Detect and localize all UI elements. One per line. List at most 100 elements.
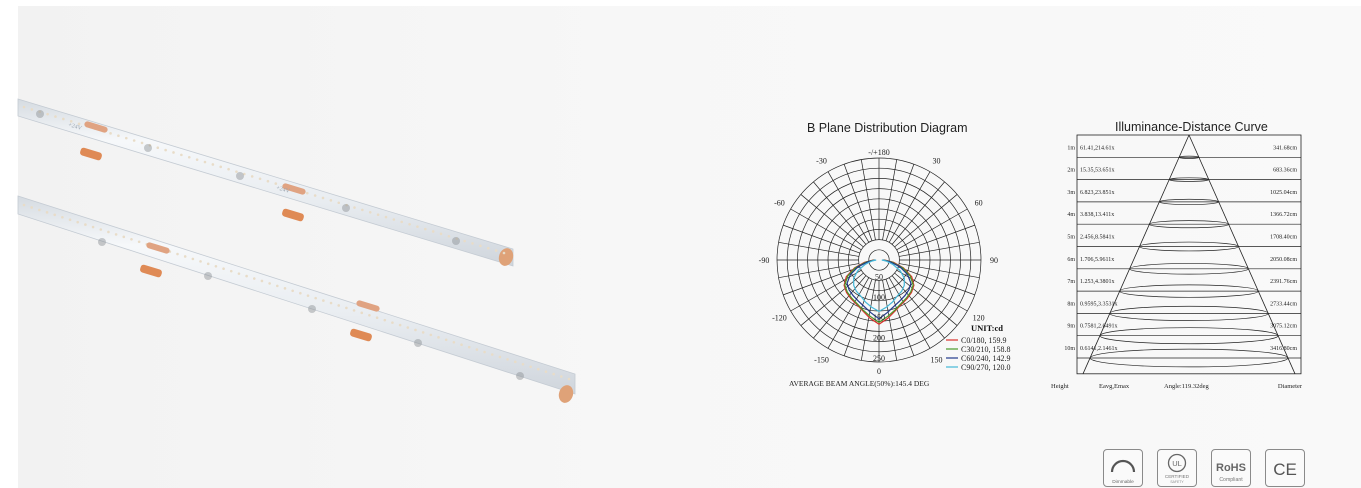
- cone-edge: [1188, 134, 1296, 374]
- led-chip: [521, 362, 525, 366]
- beam-ellipse: [1099, 327, 1279, 345]
- footer-diameter: Diameter: [1278, 383, 1303, 390]
- led-chip: [117, 134, 120, 138]
- polar-spoke: [827, 277, 870, 349]
- led-chip: [513, 360, 517, 364]
- illuminance-cone: [1082, 134, 1296, 374]
- resistor-chip: [236, 172, 244, 180]
- resistor-chip: [414, 339, 422, 347]
- row-diameter: 2050.08cm: [1270, 257, 1297, 263]
- led-chip: [183, 255, 187, 258]
- led-chip: [69, 120, 73, 123]
- led-strip-lower: [17, 195, 576, 403]
- led-chip: [502, 251, 506, 255]
- led-chip: [353, 206, 356, 209]
- led-chip: [479, 244, 482, 248]
- polar-spoke: [783, 266, 860, 296]
- polar-angle-label: -90: [759, 256, 770, 265]
- led-chip: [30, 206, 33, 209]
- led-chip: [337, 201, 341, 205]
- legend-entry: C30/210, 158.8: [961, 345, 1011, 354]
- polar-spoke: [899, 241, 980, 257]
- led-chip: [414, 328, 417, 332]
- led-chip: [494, 249, 498, 252]
- led-chip: [400, 220, 404, 224]
- led-chip: [375, 316, 379, 320]
- badge-label: Dimmable: [1112, 479, 1134, 485]
- led-chip: [408, 222, 411, 226]
- beam-ellipse: [1149, 220, 1229, 229]
- polar-radial-label: 250: [873, 354, 885, 363]
- polar-spoke: [894, 272, 958, 326]
- led-chip: [475, 348, 479, 351]
- footer-height: Height: [1051, 383, 1069, 390]
- led-chip: [421, 331, 425, 334]
- polar-radial-label: 100: [873, 293, 885, 302]
- led-chip: [376, 213, 380, 217]
- led-chip: [498, 355, 502, 359]
- polar-angle-labels: -/+180 -150 150 -120 120 -90 90 -60 60 -30 30 0: [759, 148, 998, 376]
- polar-spoke: [891, 181, 945, 245]
- polar-spoke: [800, 194, 864, 248]
- polar-spoke: [843, 164, 873, 241]
- polar-spoke: [813, 181, 867, 245]
- led-chip: [352, 309, 356, 312]
- polar-spoke: [860, 159, 876, 240]
- led-chip: [91, 225, 95, 229]
- ul-certified-icon: UL CERTIFIED SAFETY: [1165, 453, 1190, 484]
- beam-ellipse: [1168, 177, 1210, 182]
- polar-spoke: [888, 171, 931, 243]
- led-chip: [84, 223, 87, 226]
- rohs-icon: RoHS Compliant: [1216, 462, 1246, 483]
- led-chip: [276, 284, 279, 288]
- top-margin: [0, 0, 1361, 6]
- polar-spoke: [778, 263, 859, 279]
- led-chip: [567, 377, 571, 381]
- beam-ellipse: [1158, 198, 1220, 205]
- row-illuminance: 0.9595,3.3531x: [1080, 301, 1118, 307]
- led-chip: [483, 350, 486, 354]
- led-chip: [38, 110, 42, 114]
- badge-ce: CE: [1265, 449, 1305, 487]
- row-height: 2m: [1067, 168, 1075, 174]
- led-chip: [406, 326, 410, 329]
- led-chip: [305, 191, 309, 195]
- led-chip: [337, 304, 341, 307]
- led-chip: [431, 230, 435, 233]
- led-chip: [452, 340, 456, 344]
- polar-footer: AVERAGE BEAM ANGLE(50%):145.4 DEG: [789, 379, 930, 388]
- led-chip: [467, 345, 471, 349]
- polar-grid: [776, 157, 982, 363]
- led-chip: [45, 211, 49, 214]
- led-chip: [260, 279, 264, 283]
- led-chip: [383, 318, 387, 322]
- resistor-chip: [36, 110, 44, 118]
- led-chip: [266, 179, 270, 183]
- legend-entry: C90/270, 120.0: [961, 363, 1011, 372]
- polar-radial-labels: 50 100 150 200 250: [873, 272, 885, 363]
- polar-distribution-chart: -/+180 -150 150 -120 120 -90 90 -60 60 -30 30 0 50 1…: [759, 148, 1011, 388]
- beam-ellipse: [1139, 241, 1239, 252]
- led-chip: [486, 246, 490, 250]
- led-chip: [314, 296, 317, 300]
- led-chip: [313, 194, 317, 197]
- row-illuminance: 15.35,53.651x: [1080, 168, 1115, 174]
- led-chip: [22, 105, 26, 109]
- led-chip: [130, 238, 133, 241]
- led-chip: [235, 170, 238, 173]
- row-illuminance: 61.41,214.61x: [1080, 145, 1115, 151]
- row-illuminance: 3.838,13.411x: [1080, 212, 1114, 218]
- dimmable-icon: Dimmable: [1110, 459, 1136, 485]
- polar-chart-title: B Plane Distribution Diagram: [807, 121, 968, 135]
- led-chip: [552, 372, 555, 376]
- polar-curve: [844, 259, 914, 324]
- led-chip: [529, 365, 532, 369]
- row-diameter: 683.36cm: [1273, 168, 1297, 174]
- led-chip: [124, 136, 128, 140]
- beam-ellipse: [1109, 305, 1269, 321]
- led-chip: [460, 343, 463, 346]
- illuminance-table: [1076, 134, 1302, 375]
- beam-ellipse: [1119, 284, 1259, 298]
